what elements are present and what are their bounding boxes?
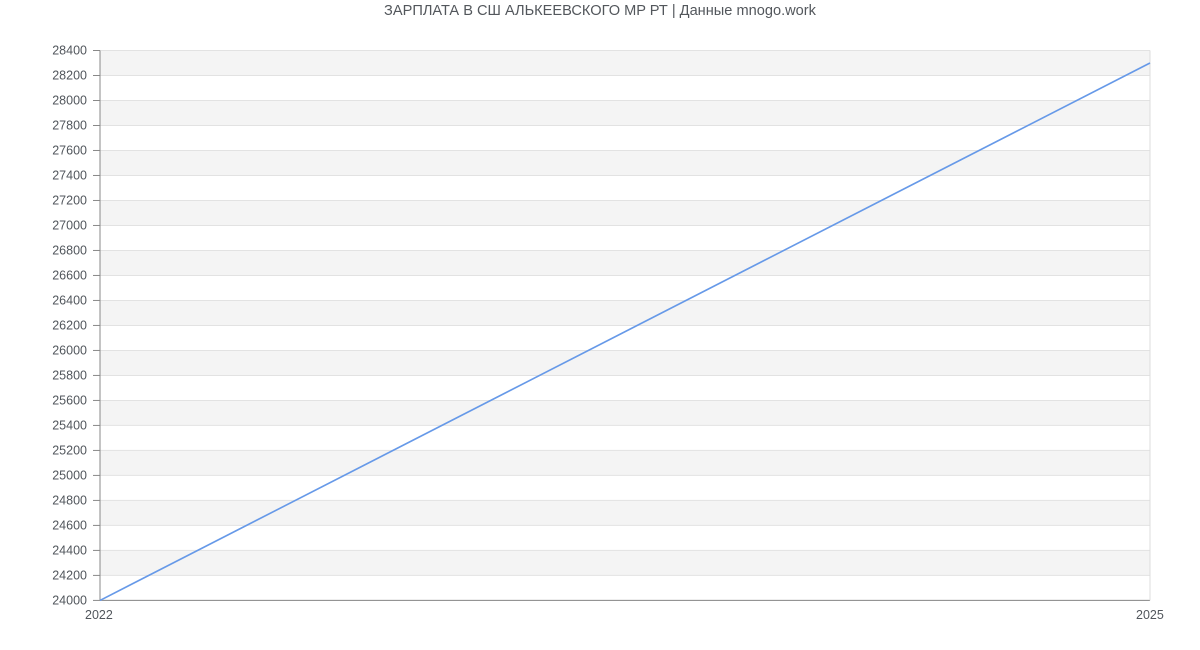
svg-text:24200: 24200 <box>52 568 87 582</box>
svg-text:24000: 24000 <box>52 593 87 607</box>
svg-text:27600: 27600 <box>52 143 87 157</box>
svg-text:28400: 28400 <box>52 44 87 58</box>
svg-text:26200: 26200 <box>52 318 87 332</box>
svg-text:28000: 28000 <box>52 93 87 107</box>
svg-text:25400: 25400 <box>52 418 87 432</box>
svg-text:25800: 25800 <box>52 368 87 382</box>
svg-text:24400: 24400 <box>52 543 87 557</box>
svg-text:26600: 26600 <box>52 268 87 282</box>
svg-text:24600: 24600 <box>52 518 87 532</box>
svg-text:27800: 27800 <box>52 118 87 132</box>
svg-text:27000: 27000 <box>52 218 87 232</box>
svg-text:27400: 27400 <box>52 168 87 182</box>
svg-text:24800: 24800 <box>52 493 87 507</box>
svg-text:25000: 25000 <box>52 468 87 482</box>
svg-text:28200: 28200 <box>52 69 87 83</box>
svg-text:26000: 26000 <box>52 343 87 357</box>
svg-text:25600: 25600 <box>52 393 87 407</box>
svg-text:27200: 27200 <box>52 193 87 207</box>
svg-text:25200: 25200 <box>52 443 87 457</box>
svg-text:26400: 26400 <box>52 293 87 307</box>
svg-text:26800: 26800 <box>52 243 87 257</box>
